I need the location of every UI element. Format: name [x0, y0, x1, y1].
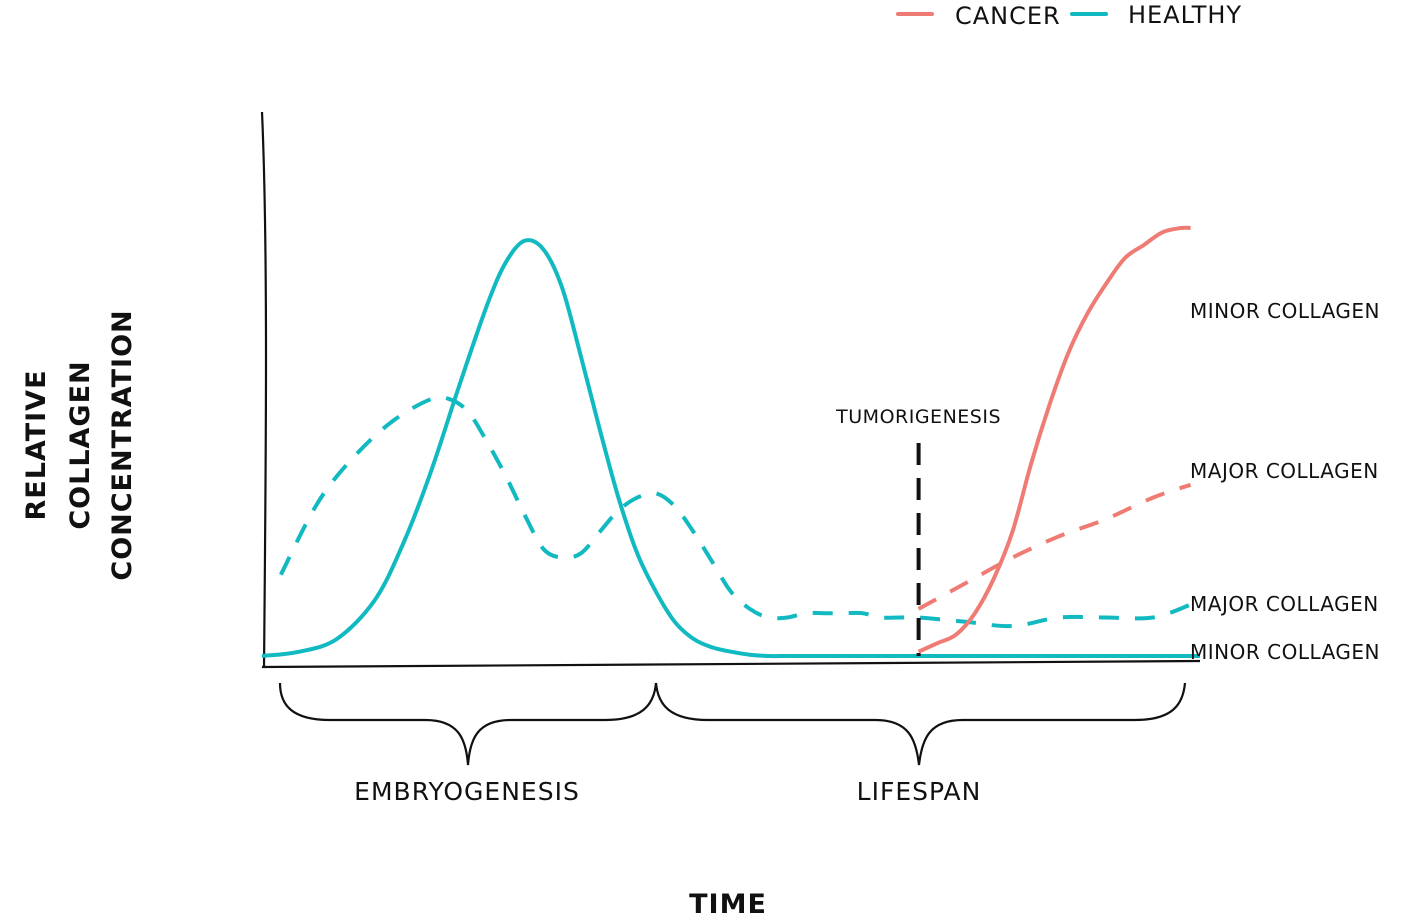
series-label-cancer-major: MAJOR COLLAGEN — [1190, 459, 1379, 483]
embryogenesis-brace — [278, 682, 658, 766]
lifespan-brace — [654, 682, 1187, 766]
y-axis — [260, 111, 268, 669]
tumorigenesis-marker: TUMORIGENESIS — [835, 406, 1001, 656]
series-label-cancer-minor: MINOR COLLAGEN — [1190, 299, 1380, 323]
legend-label-healthy: HEALTHY — [1128, 1, 1242, 29]
legend: CANCER HEALTHY — [896, 1, 1242, 30]
series-line-cancer-minor-collagen — [917, 225, 1191, 654]
series-line-cancer-major-collagen — [917, 482, 1192, 611]
y-axis-title-line-3: CONCENTRATION — [107, 309, 138, 580]
tumorigenesis-label: TUMORIGENESIS — [835, 406, 1001, 428]
y-axis-title-line-1: RELATIVE — [21, 369, 52, 520]
phase-label-lifespan: LIFESPAN — [857, 777, 982, 806]
y-axis-title-line-2: COLLAGEN — [65, 360, 96, 529]
phase-label-embryogenesis: EMBRYOGENESIS — [354, 777, 580, 806]
series-label-healthy-major: MAJOR COLLAGEN — [1190, 592, 1379, 616]
legend-label-cancer: CANCER — [955, 2, 1061, 30]
series-line-healthy-major-collagen — [279, 395, 1192, 629]
x-axis-title: TIME — [689, 889, 767, 920]
series-line-healthy-minor-collagen — [261, 238, 1200, 659]
x-axis — [261, 659, 1201, 669]
series-layer — [261, 225, 1200, 659]
series-label-healthy-minor: MINOR COLLAGEN — [1190, 640, 1380, 664]
